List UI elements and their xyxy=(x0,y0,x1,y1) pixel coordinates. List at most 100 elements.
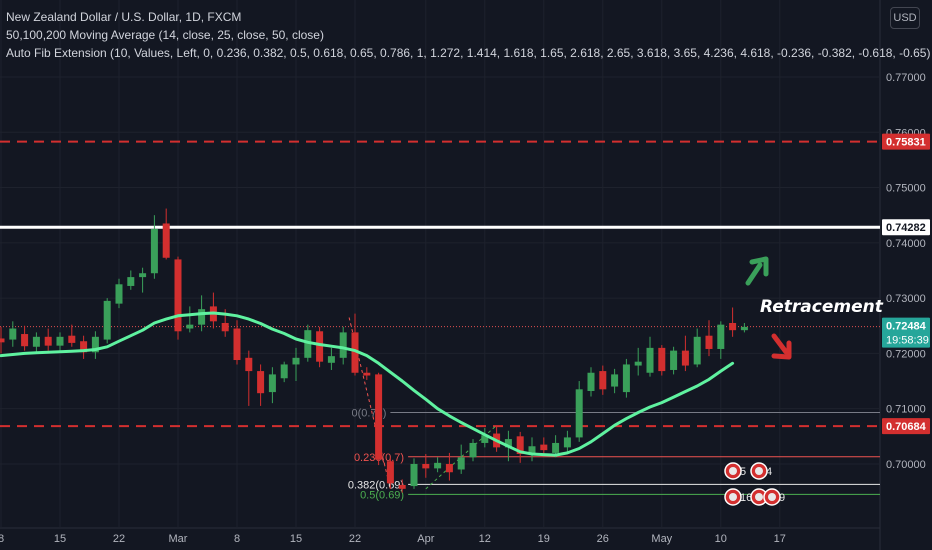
candle-body xyxy=(681,350,689,366)
candle-body xyxy=(410,463,418,487)
candle-body xyxy=(91,336,99,353)
x-tick-label: 8 xyxy=(0,533,4,545)
event-badge-flag-icon xyxy=(755,493,763,501)
current-price-tag-bg xyxy=(882,317,930,348)
candle-body xyxy=(127,277,135,286)
candle-body xyxy=(56,336,64,346)
event-badge-flag-icon xyxy=(729,467,737,475)
moving-average-line xyxy=(0,311,735,457)
candle-body xyxy=(257,371,265,394)
event-badge-flag-icon xyxy=(729,493,737,501)
chart-legend: New Zealand Dollar / U.S. Dollar, 1D, FX… xyxy=(6,8,930,62)
y-tick-label: 0.72000 xyxy=(886,348,926,360)
candle-body xyxy=(327,356,335,363)
current-price-tag: 0.72484 xyxy=(886,321,927,333)
candle-body xyxy=(316,331,324,362)
event-badges: 541659 xyxy=(724,462,785,506)
candle-body xyxy=(504,439,512,448)
candle-body xyxy=(563,437,571,448)
horizontal-levels xyxy=(0,140,880,428)
x-tick-label: 26 xyxy=(597,533,609,545)
candle-body xyxy=(339,332,347,358)
x-tick-label: 19 xyxy=(538,533,550,545)
candle-body xyxy=(32,336,40,347)
candle-body xyxy=(587,372,595,391)
legend-moving-average[interactable]: 50,100,200 Moving Average (14, close, 25… xyxy=(6,28,324,42)
candle-body xyxy=(634,361,642,366)
candle-body xyxy=(528,446,536,455)
event-badge-flag-icon xyxy=(768,493,776,501)
candle-body xyxy=(268,374,276,393)
candle-body xyxy=(386,461,394,484)
fib-level-label: 0.5(0.69) xyxy=(360,489,404,501)
x-tick-label: 22 xyxy=(349,533,361,545)
candle-body xyxy=(729,322,737,331)
event-badge-count: 5 xyxy=(740,466,746,478)
y-tick-label: 0.74000 xyxy=(886,238,926,250)
candle-body xyxy=(469,442,477,458)
candle-body xyxy=(375,374,383,460)
price-axis: 0.70000 0.71000 0.72000 0.73000 0.74000 0.750… xyxy=(882,72,930,471)
candle-body xyxy=(304,330,312,358)
candle-body xyxy=(646,347,654,373)
candle-body xyxy=(198,309,206,325)
countdown-timer: 19:58:39 xyxy=(886,335,929,347)
resistance-price-tag: 0.74282 xyxy=(886,222,926,234)
candle-body xyxy=(693,336,701,365)
y-tick-label: 0.70000 xyxy=(886,459,926,471)
candle-body xyxy=(611,374,619,387)
candle-body xyxy=(457,457,465,470)
candle-body xyxy=(139,273,147,278)
candle-body xyxy=(351,332,359,373)
candle-body xyxy=(363,372,371,376)
candle-body xyxy=(162,223,170,258)
candle-body xyxy=(552,442,560,453)
candle-body xyxy=(434,462,442,469)
x-tick-label: 12 xyxy=(479,533,491,545)
candle-body xyxy=(670,350,678,370)
x-tick-label: Mar xyxy=(169,533,188,545)
candle-body xyxy=(717,324,725,349)
legend-symbol[interactable]: New Zealand Dollar / U.S. Dollar, 1D, FX… xyxy=(6,10,242,24)
annotations: Retracement xyxy=(745,256,884,360)
x-tick-label: 15 xyxy=(290,533,302,545)
candle-body xyxy=(422,463,430,469)
candle-body xyxy=(174,259,182,332)
candle-body xyxy=(445,463,453,473)
candle-body xyxy=(398,484,406,489)
candle-body xyxy=(0,338,5,343)
candle-body xyxy=(658,347,666,372)
up-arrow-head-icon xyxy=(749,256,769,277)
y-tick-label: 0.77000 xyxy=(886,72,926,84)
level-price-tag-bg xyxy=(882,133,930,150)
event-badge-count: 4 xyxy=(766,466,772,478)
legend-fib-extension[interactable]: Auto Fib Extension (10, Values, Left, 0,… xyxy=(6,46,931,60)
time-axis: 8 15 22 Mar 8 15 22 Apr 12 19 26 May 10 17 xyxy=(0,533,786,545)
x-tick-label: Apr xyxy=(417,533,434,545)
x-tick-label: 22 xyxy=(113,533,125,545)
candle-body xyxy=(540,444,548,451)
retracement-annotation: Retracement xyxy=(760,297,884,317)
level-price-tag-bg xyxy=(882,418,930,435)
level-price-tag: 0.75831 xyxy=(886,137,926,149)
candle-body xyxy=(292,357,300,365)
candle-body xyxy=(103,300,111,340)
x-tick-label: May xyxy=(651,533,672,545)
moving-average xyxy=(0,311,735,457)
fib-extension: 0(0.71)0.236(0.7)0.382(0.69)0.5(0.69) xyxy=(348,317,880,501)
up-arrow-icon xyxy=(745,262,763,286)
candle-body xyxy=(280,364,288,379)
candle-body xyxy=(599,371,607,390)
candle-body xyxy=(245,357,253,372)
candlesticks xyxy=(0,208,748,493)
currency-button[interactable]: USD xyxy=(890,7,920,29)
level-price-tag: 0.70684 xyxy=(886,421,927,433)
down-arrow-head-icon xyxy=(771,340,792,360)
event-badge-flag-icon xyxy=(755,467,763,475)
candle-body xyxy=(575,389,583,438)
candle-body xyxy=(221,322,229,332)
resistance-price-tag-bg xyxy=(882,219,930,236)
candle-body xyxy=(150,229,158,274)
